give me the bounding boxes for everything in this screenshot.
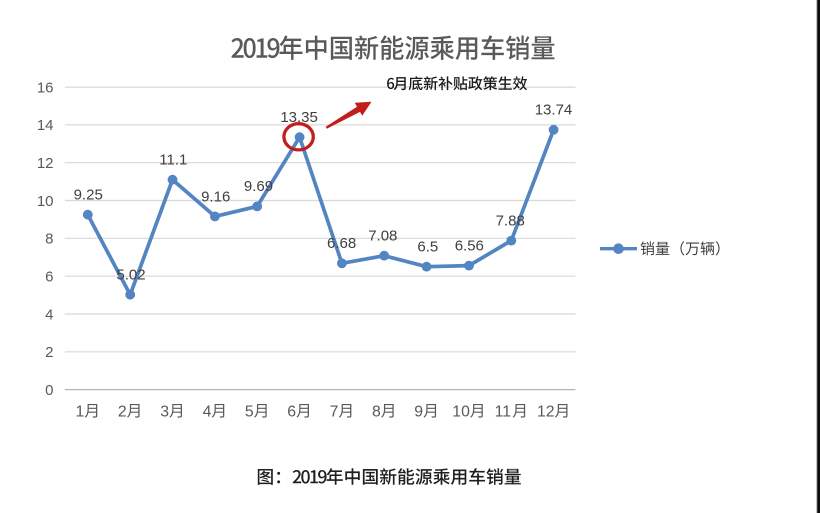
svg-text:4: 4 (203, 403, 212, 420)
svg-text:14: 14 (37, 117, 54, 134)
svg-text:11: 11 (495, 403, 512, 420)
svg-text:6.68: 6.68 (327, 235, 356, 252)
svg-text:13.35: 13.35 (280, 109, 318, 126)
svg-text:1: 1 (76, 403, 85, 420)
svg-text:9: 9 (414, 403, 423, 420)
svg-text:8: 8 (372, 403, 381, 420)
svg-text:7.88: 7.88 (496, 213, 525, 230)
svg-text:5.02: 5.02 (116, 267, 145, 284)
svg-text:10: 10 (452, 403, 470, 420)
svg-text:7: 7 (330, 403, 339, 420)
svg-text:2: 2 (118, 403, 127, 420)
svg-text:12: 12 (537, 403, 555, 420)
svg-text:7.08: 7.08 (368, 228, 397, 245)
svg-text:6.56: 6.56 (455, 237, 484, 254)
svg-text:9.16: 9.16 (201, 188, 230, 205)
svg-text:12: 12 (37, 155, 54, 172)
svg-text:8: 8 (45, 231, 53, 248)
svg-text:6: 6 (45, 269, 53, 286)
svg-text:6: 6 (287, 403, 296, 420)
svg-text:3: 3 (160, 403, 169, 420)
svg-text:2: 2 (45, 344, 53, 361)
svg-text:6.5: 6.5 (417, 239, 438, 256)
svg-text:9.25: 9.25 (74, 187, 103, 204)
svg-text:11.1: 11.1 (159, 152, 187, 169)
svg-text:13.74: 13.74 (535, 102, 573, 119)
svg-text:16: 16 (37, 79, 54, 96)
svg-text:0: 0 (45, 382, 53, 399)
svg-text:9.69: 9.69 (244, 178, 273, 195)
svg-text:10: 10 (37, 193, 54, 210)
svg-text:4: 4 (45, 306, 53, 323)
svg-text:5: 5 (245, 403, 254, 420)
